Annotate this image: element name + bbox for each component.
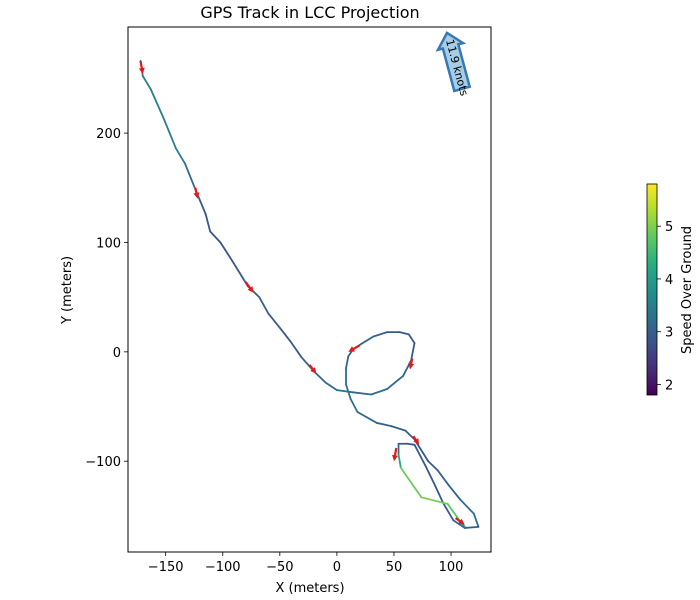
track-segment [420, 496, 449, 505]
track-segment [446, 502, 462, 523]
heading-marker [138, 60, 145, 75]
y-tick-label: 0 [113, 346, 121, 361]
track-segment [141, 75, 152, 91]
track-segment [219, 241, 231, 258]
track-segment [406, 442, 416, 446]
track-segment [359, 335, 375, 346]
colorbar-tick-label: 2 [665, 378, 673, 393]
y-axis-label: Y (meters) [60, 256, 75, 325]
track-segment [289, 340, 303, 359]
heading-marker-head [348, 346, 356, 352]
x-tick-label: −100 [205, 560, 241, 575]
y-tick-label: 100 [96, 236, 121, 251]
heading-marker-head [193, 192, 200, 199]
x-tick-label: 50 [386, 560, 403, 575]
track-segment [184, 162, 198, 194]
heading-marker-head [408, 362, 415, 370]
heading-marker-head [392, 454, 398, 462]
colorbar-tick-label: 3 [665, 326, 673, 341]
track-segment [423, 463, 435, 484]
heading-marker-head [138, 67, 145, 75]
y-tick-label: −100 [85, 455, 121, 470]
track-segment [149, 88, 165, 119]
track-segment [386, 375, 405, 390]
heading-marker-head [310, 367, 317, 374]
x-tick-label: 100 [439, 560, 464, 575]
track-segment [427, 460, 439, 471]
track-segment [390, 425, 407, 432]
track-segment [324, 381, 338, 392]
track-segment [278, 326, 291, 342]
heading-marker-head [247, 286, 254, 293]
colorbar-tick-label: 4 [665, 273, 673, 288]
x-tick-label: 0 [333, 560, 341, 575]
track-segment [204, 213, 212, 233]
heading-marker [454, 517, 465, 525]
heading-marker [193, 187, 200, 199]
track-segment [472, 512, 480, 528]
track-segment [209, 230, 222, 244]
track-segment [436, 469, 450, 487]
colorbar-label: Speed Over Ground [680, 226, 695, 354]
track-segment [345, 355, 350, 370]
track-segment [459, 498, 475, 515]
track-segment [335, 389, 354, 394]
y-axis-ticks: −100 0 100 200 [85, 127, 128, 470]
colorbar-ticks: 2 3 4 5 [657, 220, 673, 393]
heading-marker [308, 364, 317, 374]
wind-arrow-shape [435, 31, 472, 93]
track-segment [351, 391, 373, 396]
track-segment [404, 429, 416, 441]
track-segment [258, 296, 270, 315]
track-segment [356, 411, 378, 424]
track-segment [410, 342, 416, 362]
track-segment [433, 482, 444, 504]
track-segment [370, 388, 389, 396]
heading-marker [392, 447, 398, 462]
track-segment [402, 359, 412, 377]
track-segment [175, 147, 186, 165]
track-segment [447, 484, 462, 501]
track-segment [399, 466, 423, 499]
heading-marker-head [458, 518, 465, 525]
track-segment [372, 331, 389, 338]
x-tick-label: −150 [148, 560, 184, 575]
colorbar: 2 3 4 5 Speed Over Ground [646, 183, 695, 396]
track-segment [345, 383, 352, 400]
heading-markers [138, 60, 465, 525]
x-axis-label: X (meters) [275, 581, 344, 596]
track-segment [407, 333, 416, 344]
heading-marker [244, 281, 254, 293]
track-segment [398, 331, 410, 336]
track-segment [228, 255, 238, 269]
track-segment [397, 453, 402, 469]
heading-marker [408, 358, 415, 370]
track-segment [463, 525, 480, 529]
track-segment [349, 397, 359, 413]
plot-area [127, 26, 492, 553]
track-segment [375, 422, 393, 428]
y-tick-label: 200 [96, 127, 121, 142]
heading-marker [412, 435, 420, 445]
track-segment [452, 519, 466, 529]
x-axis-ticks: −150 −100 −50 0 50 100 [148, 552, 464, 575]
x-tick-label: −50 [266, 560, 293, 575]
track-segment [267, 312, 281, 329]
colorbar-tick-label: 5 [665, 220, 673, 235]
heading-marker [348, 344, 361, 352]
track-segment [162, 116, 177, 150]
track-segment [413, 443, 426, 466]
colorbar-gradient [646, 183, 658, 396]
heading-marker-head [413, 438, 420, 445]
chart-title: GPS Track in LCC Projection [200, 3, 419, 22]
track-segment [442, 501, 455, 522]
